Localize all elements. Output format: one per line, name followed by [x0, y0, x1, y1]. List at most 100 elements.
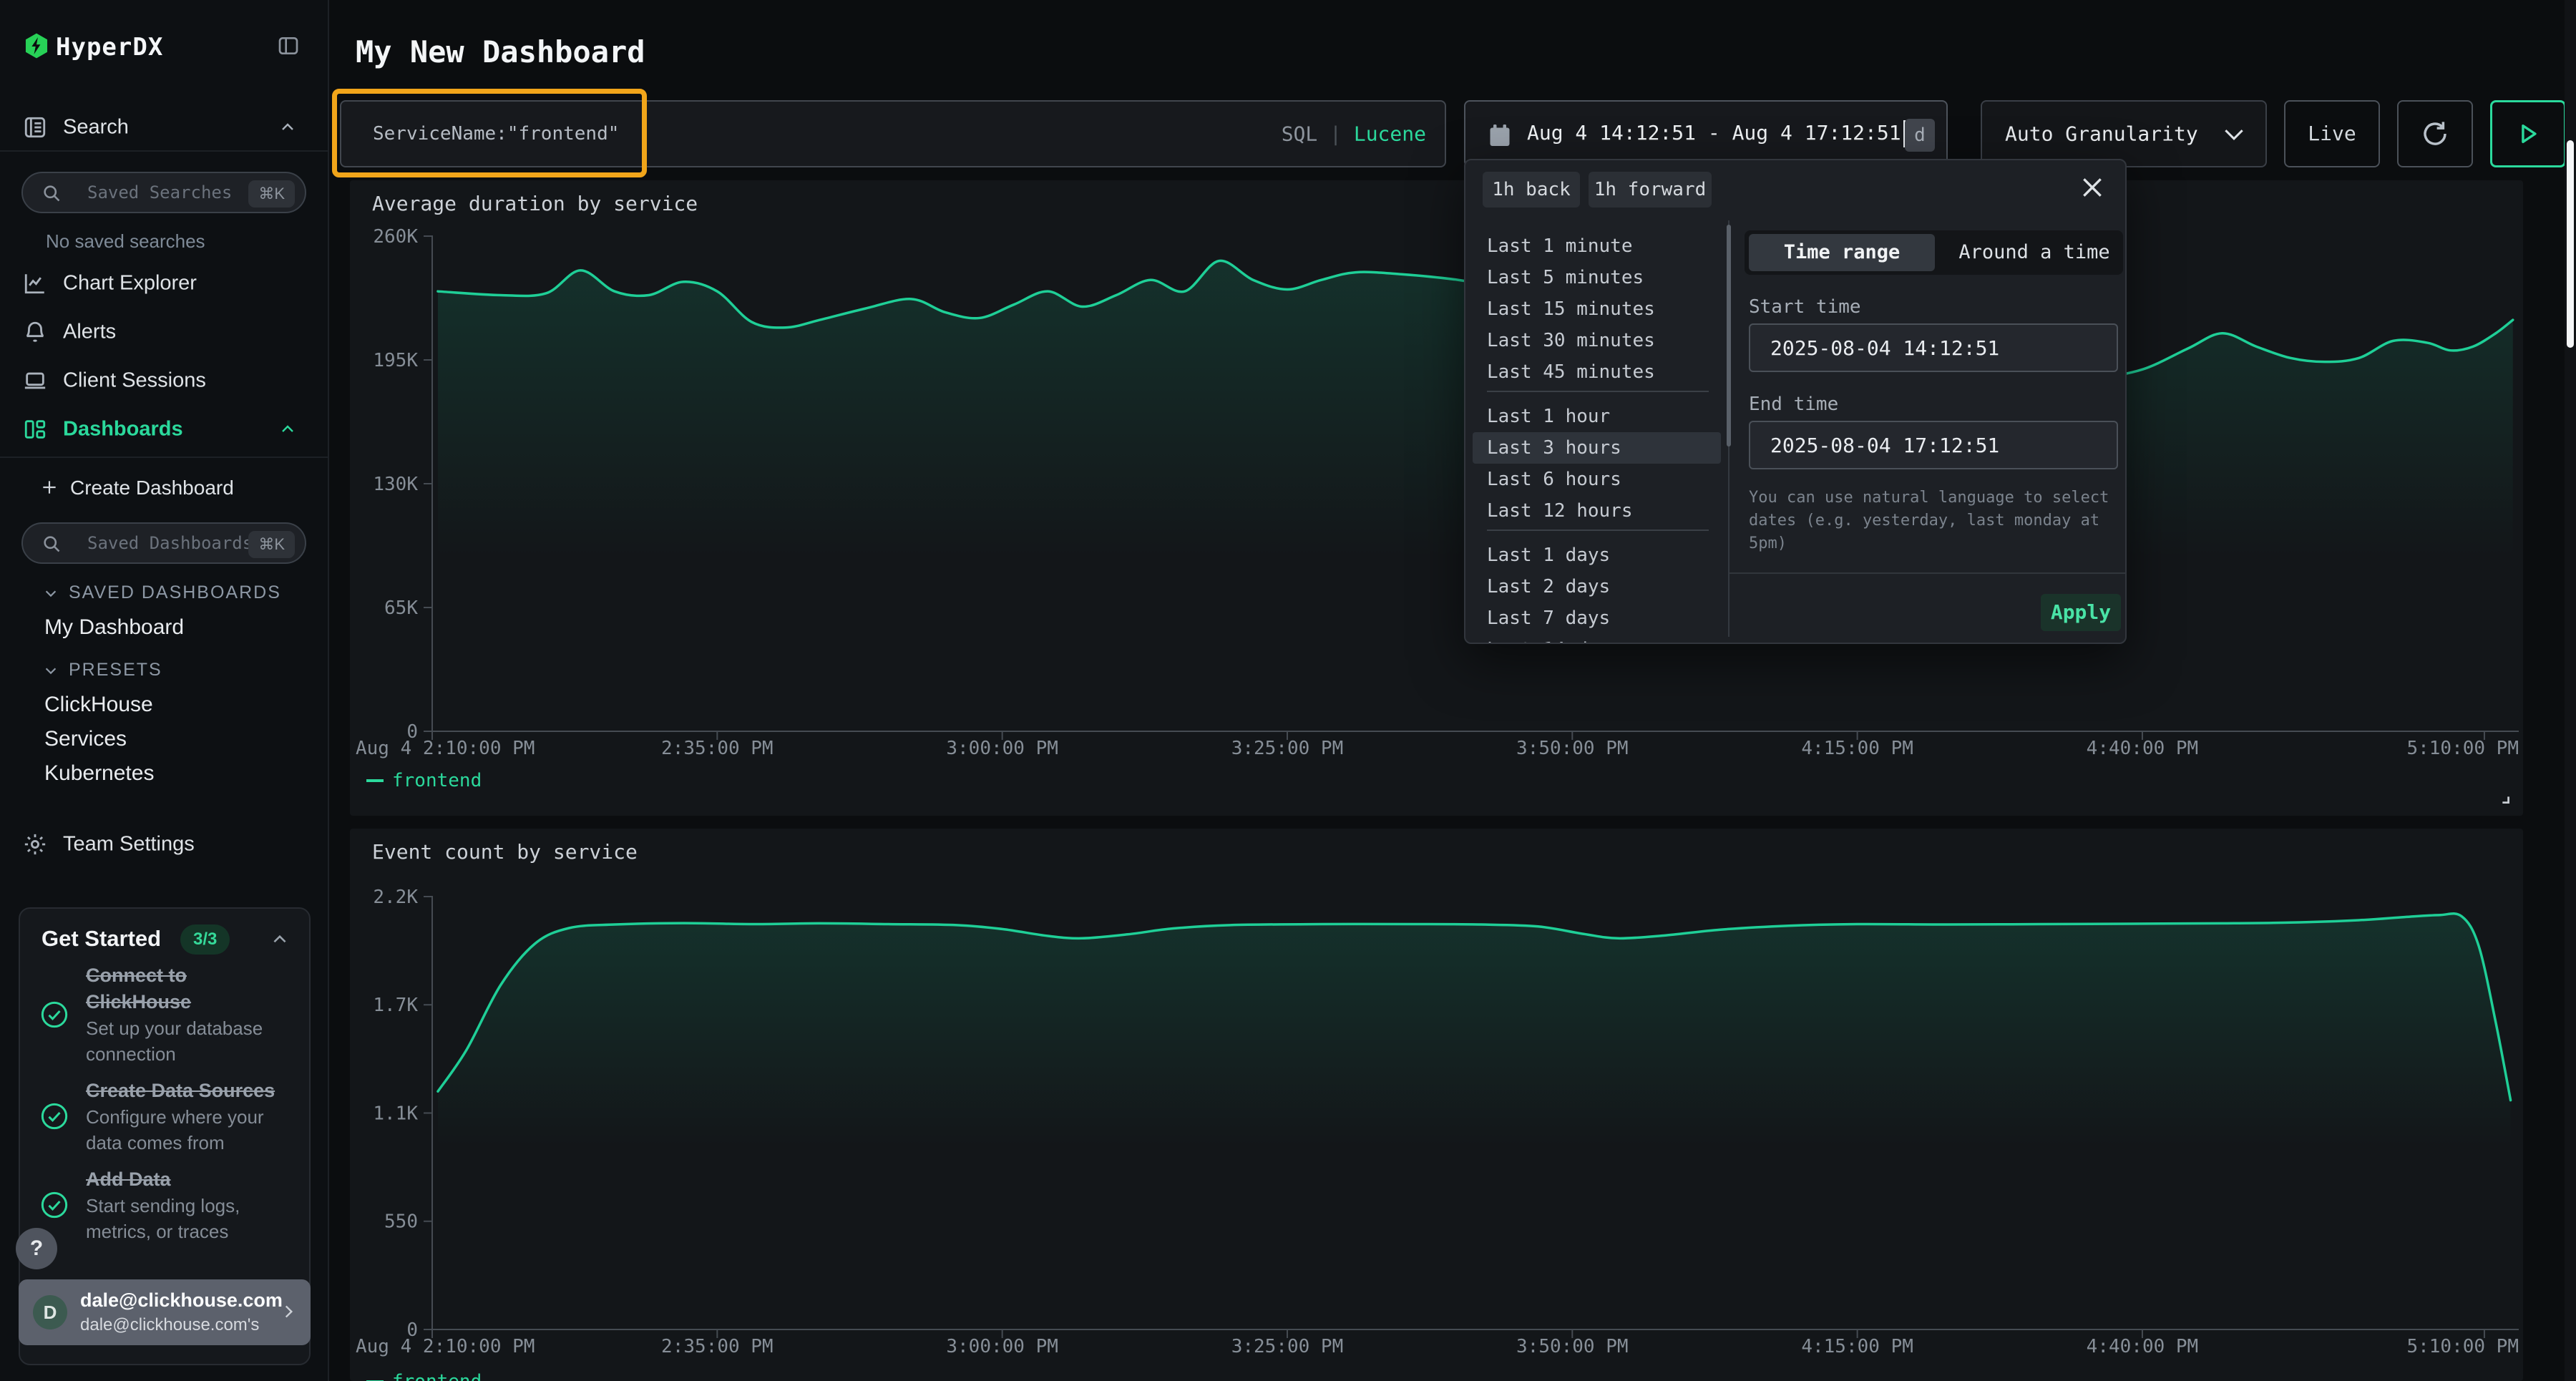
shift-forward-button[interactable]: 1h forward [1589, 172, 1712, 208]
range-option[interactable]: Last 12 hours [1487, 500, 1633, 522]
chevron-down-icon [45, 590, 57, 597]
end-time-input[interactable] [1749, 421, 2118, 469]
create-dashboard-button[interactable]: Create Dashboard [0, 468, 329, 508]
range-option[interactable]: Last 30 minutes [1487, 330, 1655, 351]
live-button[interactable]: Live [2284, 100, 2380, 167]
chevron-up-icon[interactable] [270, 930, 289, 949]
picker-tabs: Time range Around a time [1745, 230, 2123, 275]
chart-panel-event-count: Event count by service 0 550 1.1K 1.7K 2.2K A… [350, 829, 2523, 1381]
range-option[interactable]: Last 1 hour [1487, 406, 1611, 427]
sidebar-item-label: Chart Explorer [63, 271, 197, 295]
tab-around-a-time[interactable]: Around a time [1958, 241, 2110, 263]
svg-text:3:25:00 PM: 3:25:00 PM [1231, 738, 1344, 759]
step-subtitle: Start sending logs, metrics, or traces [86, 1194, 240, 1242]
sidebar-item-label: Alerts [63, 320, 117, 343]
help-button[interactable]: ? [16, 1228, 57, 1269]
refresh-button[interactable] [2397, 100, 2473, 167]
lucene-mode-button[interactable]: Lucene [1353, 122, 1426, 146]
svg-text:3:00:00 PM: 3:00:00 PM [946, 1336, 1058, 1357]
start-time-input[interactable] [1749, 323, 2118, 372]
range-option[interactable]: Last 6 hours [1487, 469, 1621, 490]
avg-duration-chart[interactable]: 0 65K 130K 195K 260K Aug 4 2:10:00 PM 2:35:00 … [350, 180, 2523, 816]
svg-text:2:35:00 PM: 2:35:00 PM [661, 738, 774, 759]
svg-text:5:10:00 PM: 5:10:00 PM [2406, 738, 2519, 759]
natural-language-hint: You can use natural language to select d… [1749, 489, 2109, 552]
saved-dashboards-search[interactable]: ⌘K [21, 522, 306, 564]
get-started-step-sources[interactable]: Create Data Sources Configure where your… [40, 1076, 293, 1156]
range-option[interactable]: Last 45 minutes [1487, 361, 1655, 383]
hyperdx-logo-icon [25, 33, 48, 59]
saved-searches-input[interactable] [87, 173, 259, 212]
legend-swatch [366, 779, 384, 782]
query-language-toggle: SQL | Lucene [1282, 122, 1426, 146]
range-option[interactable]: Last 7 days [1487, 607, 1611, 629]
legend-label: frontend [392, 1371, 482, 1381]
chart-legend[interactable]: frontend [366, 1371, 482, 1381]
range-option[interactable]: Last 5 minutes [1487, 267, 1644, 288]
event-count-chart[interactable]: 0 550 1.1K 1.7K 2.2K Aug 4 2:10:00 PM 2:35:00 … [350, 829, 2523, 1381]
chevron-up-icon [282, 123, 293, 130]
shift-back-button[interactable]: 1h back [1483, 172, 1580, 208]
time-picker-popover: 1h back 1h forward Last 1 minute Last 5 … [1464, 159, 2127, 644]
presets-header[interactable]: PRESETS [43, 660, 162, 680]
range-option[interactable]: Last 1 minute [1487, 235, 1633, 257]
step-title: Add Data [86, 1168, 171, 1190]
sidebar-item-kubernetes[interactable]: Kubernetes [44, 761, 155, 785]
granularity-select[interactable]: Auto Granularity [1981, 100, 2267, 167]
sidebar-item-chart-explorer[interactable]: Chart Explorer [0, 263, 329, 303]
check-circle-icon [41, 1103, 68, 1130]
avatar: D [33, 1295, 67, 1329]
sidebar-item-my-dashboard[interactable]: My Dashboard [44, 615, 185, 639]
svg-text:2.2K: 2.2K [373, 887, 418, 908]
list-scrollbar-thumb[interactable] [1727, 225, 1731, 446]
plus-icon [43, 481, 56, 494]
play-icon [2522, 124, 2537, 144]
step-title: Connect to ClickHouse [86, 965, 192, 1012]
sql-mode-button[interactable]: SQL [1281, 122, 1318, 146]
search-panel-icon [24, 117, 46, 138]
chevron-right-icon [285, 1305, 293, 1318]
apply-button[interactable]: Apply [2041, 594, 2121, 631]
sidebar-item-search[interactable]: Search [0, 107, 329, 147]
dashboard-filter-input[interactable]: ServiceName:"frontend" SQL | Lucene [340, 100, 1446, 167]
saved-dashboards-header[interactable]: SAVED DASHBOARDS [43, 582, 281, 603]
range-option[interactable]: Last 14 days [1473, 634, 1721, 643]
get-started-step-connect[interactable]: Connect to ClickHouse Set up your databa… [40, 960, 293, 1069]
range-option[interactable]: Last 15 minutes [1487, 298, 1655, 320]
tab-time-range[interactable]: Time range [1749, 234, 1935, 271]
play-button[interactable] [2490, 100, 2566, 167]
saved-searches-search[interactable]: ⌘K [21, 172, 306, 213]
page-scrollbar[interactable] [2565, 0, 2576, 1381]
svg-text:195K: 195K [373, 350, 418, 371]
close-icon[interactable] [2078, 173, 2107, 202]
search-icon [44, 536, 60, 552]
end-time-label: End time [1749, 394, 1839, 415]
collapse-sidebar-icon[interactable] [276, 34, 301, 57]
range-option-selected[interactable]: Last 3 hours [1473, 432, 1721, 464]
saved-dashboards-input[interactable] [87, 524, 259, 562]
sidebar-item-dashboards[interactable]: Dashboards [0, 409, 329, 449]
sidebar-item-client-sessions[interactable]: Client Sessions [0, 361, 329, 401]
range-option[interactable]: Last 1 days [1487, 545, 1611, 566]
svg-text:0: 0 [406, 1319, 418, 1341]
chevron-down-icon [45, 667, 57, 674]
sidebar-item-clickhouse[interactable]: ClickHouse [44, 693, 153, 716]
time-range-picker-input[interactable]: Aug 4 14:12:51 - Aug 4 17:12:51 d [1464, 100, 1948, 167]
chart-legend[interactable]: frontend [366, 770, 482, 791]
chart-title: Event count by service [372, 840, 638, 864]
svg-text:4:40:00 PM: 4:40:00 PM [2087, 1336, 2199, 1357]
start-time-label: Start time [1749, 296, 1861, 318]
sidebar-item-alerts[interactable]: Alerts [0, 312, 329, 352]
check-circle-icon [41, 1001, 68, 1028]
time-range-value: Aug 4 14:12:51 - Aug 4 17:12:51 [1527, 120, 1906, 147]
page-scrollbar-thumb[interactable] [2567, 140, 2574, 348]
text-caret [1903, 120, 1906, 147]
search-icon [44, 185, 60, 202]
resize-handle-icon[interactable] [2497, 791, 2513, 807]
range-option[interactable]: Last 2 days [1487, 576, 1611, 597]
user-menu[interactable]: D dale@clickhouse.com dale@clickhouse.co… [19, 1279, 311, 1345]
sidebar-item-team-settings[interactable]: Team Settings [0, 824, 329, 864]
get-started-step-add-data[interactable]: Add Data Start sending logs, metrics, or… [40, 1165, 293, 1245]
sidebar-item-services[interactable]: Services [44, 727, 127, 751]
